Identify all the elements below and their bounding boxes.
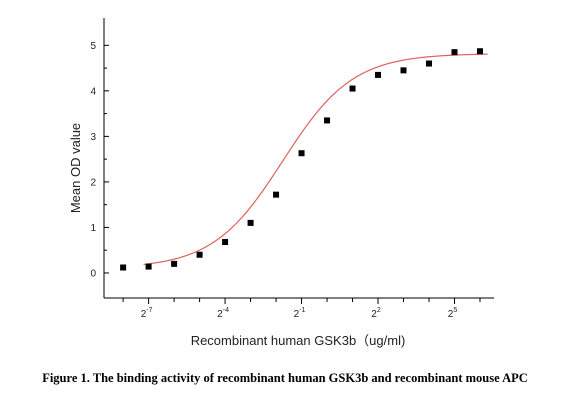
y-tick-label: 3 xyxy=(90,132,96,143)
fit-curve xyxy=(143,53,488,266)
data-point xyxy=(298,150,305,157)
x-tick-label: 22 xyxy=(371,307,381,320)
data-point xyxy=(451,49,458,56)
data-point xyxy=(400,67,407,74)
data-point xyxy=(273,191,280,198)
data-point xyxy=(171,260,178,267)
data-point xyxy=(222,239,229,245)
chart-axes: 0 1 2 3 4 5 2-7 2-4 2-1 22 25 xyxy=(90,18,494,320)
data-point xyxy=(324,117,331,124)
figure-caption: Figure 1. The binding activity of recomb… xyxy=(42,371,528,385)
y-tick-label: 5 xyxy=(90,41,96,52)
x-tick-label: 2-4 xyxy=(217,307,229,320)
y-axis-title: Mean OD value xyxy=(68,123,83,213)
data-point xyxy=(476,48,483,55)
x-tick-label: 2-7 xyxy=(141,307,153,320)
binding-activity-chart: 0 1 2 3 4 5 2-7 2-4 2-1 22 25 Recombinant human GS… xyxy=(68,18,494,348)
data-point xyxy=(120,264,127,271)
data-point xyxy=(145,263,152,270)
data-points-layer xyxy=(120,48,483,271)
x-tick-label: 2-1 xyxy=(294,307,306,320)
data-point xyxy=(247,219,254,226)
x-axis-title: Recombinant human GSK3b（ug/ml) xyxy=(191,333,406,348)
y-tick-label: 1 xyxy=(90,223,96,234)
data-point xyxy=(426,60,432,67)
fit-curve-layer xyxy=(143,53,488,266)
data-point xyxy=(349,85,356,92)
y-tick-label: 4 xyxy=(90,86,96,97)
data-point xyxy=(196,251,203,258)
data-point xyxy=(375,71,382,78)
y-tick-label: 2 xyxy=(90,177,96,188)
x-tick-label: 25 xyxy=(448,307,458,320)
y-tick-label: 0 xyxy=(90,268,96,279)
